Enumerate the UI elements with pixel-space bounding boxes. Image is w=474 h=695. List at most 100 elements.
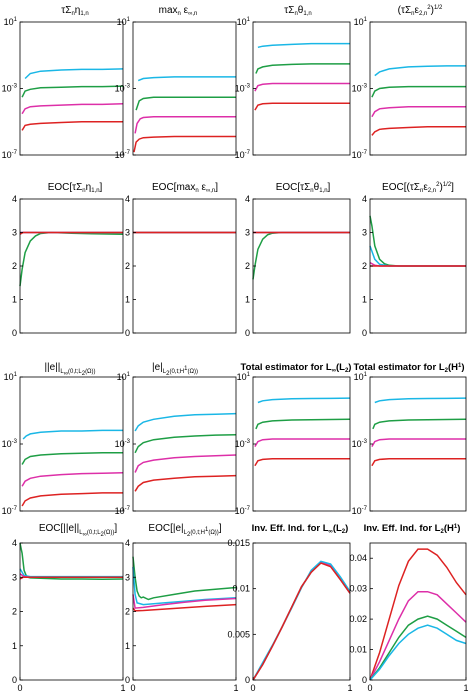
panel-14-xtick-label: 0 bbox=[130, 683, 135, 693]
panel-13-series-green bbox=[19, 542, 124, 581]
panel-5-ytick-label: 2 bbox=[12, 261, 17, 271]
panel-14-title: EOC[|e|L2(0,t;H1(Ω))] bbox=[148, 523, 221, 538]
panel-15-ytick-label: 0.015 bbox=[227, 538, 250, 548]
panel-4-title: (τΣnε2,n2)1/2 bbox=[398, 5, 443, 17]
panel-14-ytick-label: 4 bbox=[125, 538, 130, 548]
panel-10-series-magenta bbox=[134, 454, 237, 473]
panel-11-ytick-label: 10-7 bbox=[235, 506, 251, 516]
panel-7-title: EOC[τΣnθ1,n] bbox=[276, 182, 331, 194]
panel-11-series-green bbox=[255, 418, 351, 430]
panel-4-series-cyan bbox=[374, 65, 466, 77]
panel-5-series-red bbox=[19, 231, 123, 235]
panel-1-series-green bbox=[21, 85, 124, 98]
panel-14: 0 1 2 3 4 0 1 bbox=[125, 538, 239, 693]
panel-13-xtick-label: 1 bbox=[120, 683, 125, 693]
panel-6-ytick-label: 0 bbox=[125, 328, 130, 338]
panel-9-series-magenta bbox=[21, 472, 124, 487]
panel-15-series-magenta bbox=[252, 561, 351, 681]
panel-3-ytick-label: 10-3 bbox=[235, 84, 251, 94]
panel-12-series-cyan bbox=[374, 397, 467, 404]
panel-8-ytick-label: 3 bbox=[362, 228, 367, 238]
panel-12-series-green bbox=[372, 418, 467, 430]
panel-5-ytick-label: 0 bbox=[12, 328, 17, 338]
panel-4: 101 10-3 10-7 bbox=[352, 17, 467, 160]
panel-3: 101 10-3 10-7 bbox=[235, 17, 351, 160]
panel-16-xtick-label: 1 bbox=[463, 683, 468, 693]
panel-10-frame bbox=[132, 376, 237, 512]
panel-13-ytick-label: 3 bbox=[12, 572, 17, 582]
panel-2-series-green bbox=[135, 96, 236, 111]
panel-1-ytick-label: 101 bbox=[4, 17, 18, 27]
panel-5-ytick-label: 4 bbox=[12, 194, 17, 204]
panel-15-ytick-label: 0.01 bbox=[232, 584, 250, 594]
panel-13: 0 1 2 3 4 0 1 bbox=[12, 538, 126, 693]
panel-1: 101 10-3 10-7 bbox=[2, 17, 124, 160]
panel-3-ytick-label: 10-7 bbox=[235, 150, 251, 160]
panel-13-series-red bbox=[19, 576, 123, 580]
panel-15-frame bbox=[252, 542, 351, 681]
panel-5-ytick-label: 1 bbox=[12, 295, 17, 305]
panel-6-frame bbox=[132, 198, 237, 334]
panel-8-ytick-label: 2 bbox=[362, 261, 367, 271]
panel-6-ytick-label: 1 bbox=[125, 295, 130, 305]
panel-6: 0 1 2 3 4 bbox=[125, 194, 237, 338]
panel-2-series-magenta bbox=[134, 115, 236, 134]
panel-9: 101 10-3 10-7 bbox=[2, 372, 124, 516]
panel-10-ytick-label: 10-7 bbox=[115, 506, 131, 516]
panel-12-ytick-label: 10-3 bbox=[352, 439, 368, 449]
panel-14-series-red bbox=[132, 603, 237, 612]
panel-1-series-cyan bbox=[24, 68, 124, 80]
panel-12-title: Total estimator for L2(H1) bbox=[353, 362, 464, 374]
panel-10-title: |e|L2(0,t;H1(Ω)) bbox=[152, 362, 198, 377]
panel-7-ytick-label: 0 bbox=[245, 328, 250, 338]
panel-9-ytick-label: 101 bbox=[4, 372, 18, 382]
panel-14-ytick-label: 0 bbox=[125, 675, 130, 685]
panel-5-frame bbox=[19, 198, 124, 334]
panel-8-series-green bbox=[369, 215, 466, 267]
panel-13-series-cyan bbox=[19, 568, 123, 578]
panel-16-ytick-label: 0.03 bbox=[349, 584, 367, 594]
panel-5: 0 1 2 3 4 bbox=[12, 194, 124, 338]
panel-3-ytick-label: 101 bbox=[237, 17, 251, 27]
panel-11-series-red bbox=[254, 458, 350, 467]
panel-16-ytick-label: 0.02 bbox=[349, 614, 367, 624]
panel-8: 0 1 2 3 4 bbox=[362, 194, 467, 338]
panel-16-ytick-label: 0.04 bbox=[349, 553, 367, 563]
panel-3-series-magenta bbox=[254, 82, 350, 92]
panel-16-series-red bbox=[369, 548, 467, 681]
panel-7-ytick-label: 1 bbox=[245, 295, 250, 305]
panel-2-title: maxn ε∞,n bbox=[159, 5, 198, 17]
panel-16-series-green bbox=[369, 615, 467, 681]
panel-9-title: ||e||L∞(0,t;L2(Ω)) bbox=[44, 362, 95, 377]
panel-4-ytick-label: 10-7 bbox=[352, 150, 368, 160]
panel-8-ytick-label: 1 bbox=[362, 295, 367, 305]
panel-15-xtick-label: 0 bbox=[250, 683, 255, 693]
panel-7-frame bbox=[252, 198, 351, 334]
panel-14-series-cyan bbox=[132, 566, 237, 606]
panel-13-ytick-label: 0 bbox=[12, 675, 17, 685]
panel-13-ytick-label: 4 bbox=[12, 538, 17, 548]
panel-16-frame bbox=[369, 542, 467, 681]
panel-13-xtick-label: 0 bbox=[17, 683, 22, 693]
panel-11-frame bbox=[252, 376, 351, 512]
panel-6-ytick-label: 4 bbox=[125, 194, 130, 204]
panel-8-ytick-label: 0 bbox=[362, 328, 367, 338]
panel-10-ytick-label: 10-3 bbox=[115, 439, 131, 449]
panel-15-series-green bbox=[252, 561, 351, 681]
panel-12: 101 10-3 10-7 bbox=[352, 372, 467, 516]
panel-9-ytick-label: 10-7 bbox=[2, 506, 18, 516]
panel-13-frame bbox=[19, 542, 124, 681]
panel-15-ytick-label: 0.005 bbox=[227, 629, 250, 639]
panel-9-series-green bbox=[21, 452, 123, 465]
panel-5-ytick-label: 3 bbox=[12, 228, 17, 238]
panel-2-frame bbox=[132, 21, 237, 156]
panel-14-series-green bbox=[132, 556, 237, 601]
panel-16-ytick-label: 0 bbox=[362, 675, 367, 685]
panel-2-ytick-label: 101 bbox=[117, 17, 131, 27]
panel-1-series-magenta bbox=[21, 103, 124, 115]
panel-13-ytick-label: 2 bbox=[12, 607, 17, 617]
panel-16-series-cyan bbox=[369, 624, 467, 681]
panel-15-series-cyan bbox=[252, 560, 351, 681]
panel-1-series-red bbox=[21, 121, 123, 131]
panel-16: 00.010.020.030.040 1 bbox=[349, 542, 469, 693]
